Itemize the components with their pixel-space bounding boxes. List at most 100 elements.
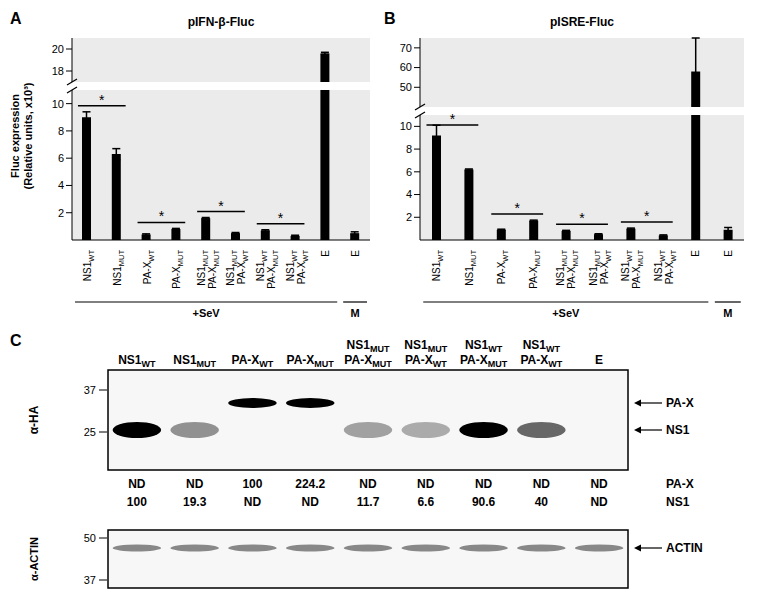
svg-text:*: * (159, 208, 165, 224)
svg-text:*: * (514, 200, 520, 216)
svg-text:pISRE-Fluc: pISRE-Fluc (550, 15, 614, 29)
svg-text:19.3: 19.3 (183, 495, 207, 509)
svg-text:NS1WT: NS1WT (523, 338, 561, 354)
svg-text:10: 10 (400, 120, 412, 132)
svg-text:ND: ND (533, 477, 551, 491)
svg-text:PA-XMUT: PA-XMUT (528, 250, 542, 289)
svg-text:6.6: 6.6 (417, 495, 434, 509)
svg-text:PA-XWT: PA-XWT (142, 250, 156, 285)
svg-text:+SeV: +SeV (552, 307, 580, 319)
svg-text:PA-XMUT: PA-XMUT (207, 250, 221, 289)
svg-text:A: A (10, 10, 22, 27)
html-text:NS1: NS1 (255, 261, 267, 282)
svg-text:100: 100 (242, 477, 262, 491)
svg-text:E: E (690, 250, 701, 257)
svg-text:M: M (723, 307, 732, 319)
svg-text:2: 2 (58, 207, 64, 219)
html-text:NS1: NS1 (555, 266, 567, 286)
svg-text:100: 100 (127, 495, 147, 509)
svg-text:*: * (278, 210, 284, 226)
svg-text:PA-XMUT: PA-XMUT (266, 250, 280, 289)
svg-text:NS1MUT: NS1MUT (347, 338, 390, 354)
svg-text:Fluc expression: Fluc expression (9, 94, 21, 178)
svg-text:NS1: NS1 (666, 495, 690, 509)
svg-text:PA-XMUT: PA-XMUT (460, 353, 508, 369)
svg-text:37: 37 (84, 384, 96, 396)
svg-text:NS1WT: NS1WT (82, 250, 96, 282)
svg-text:ND: ND (186, 477, 204, 491)
svg-text:PA-X: PA-X (666, 396, 694, 410)
svg-text:ND: ND (475, 477, 493, 491)
svg-text:11.7: 11.7 (357, 495, 380, 509)
svg-text:pIFN-β-Fluc: pIFN-β-Fluc (188, 15, 255, 29)
svg-text:E: E (350, 250, 361, 257)
svg-text:ND: ND (417, 477, 435, 491)
svg-text:*: * (579, 210, 585, 226)
svg-text:*: * (218, 198, 224, 214)
svg-text:PA-XWT: PA-XWT (232, 353, 274, 369)
svg-text:ND: ND (590, 477, 608, 491)
svg-text:PA-XWT: PA-XWT (405, 353, 447, 369)
svg-text:25: 25 (84, 426, 96, 438)
svg-text:ND: ND (244, 495, 262, 509)
svg-text:NS1MUT: NS1MUT (173, 353, 216, 369)
svg-text:PA-XMUT: PA-XMUT (631, 250, 645, 289)
svg-text:α-ACTIN: α-ACTIN (28, 537, 40, 581)
svg-text:PA-XWT: PA-XWT (664, 250, 678, 285)
svg-text:NS1: NS1 (666, 423, 690, 437)
svg-text:E: E (595, 353, 603, 367)
svg-text:90.6: 90.6 (472, 495, 496, 509)
svg-text:6: 6 (58, 152, 64, 164)
svg-text:37: 37 (84, 574, 96, 586)
svg-text:60: 60 (400, 61, 412, 73)
svg-text:PA-X: PA-X (666, 477, 694, 491)
svg-text:8: 8 (406, 143, 412, 155)
svg-text:PA-XWT: PA-XWT (496, 250, 510, 285)
svg-text:PA-XWT: PA-XWT (236, 250, 250, 285)
svg-text:PA-XMUT: PA-XMUT (344, 353, 392, 369)
svg-text:NS1WT: NS1WT (118, 353, 156, 369)
svg-text:4: 4 (58, 179, 64, 191)
svg-text:(Relative units, x10³): (Relative units, x10³) (22, 82, 34, 189)
svg-text:PA-XWT: PA-XWT (296, 250, 310, 285)
svg-text:*: * (99, 92, 105, 108)
svg-text:M: M (351, 307, 360, 319)
svg-text:E: E (723, 250, 734, 257)
svg-text:PA-XMUT: PA-XMUT (171, 250, 185, 289)
svg-text:40: 40 (535, 495, 549, 509)
svg-text:ACTIN: ACTIN (666, 541, 703, 555)
svg-text:50: 50 (400, 81, 412, 93)
svg-text:*: * (450, 111, 456, 127)
svg-text:E: E (320, 250, 331, 257)
svg-text:PA-XMUT: PA-XMUT (566, 250, 580, 289)
svg-text:NS1MUT: NS1MUT (112, 250, 126, 286)
svg-text:C: C (10, 332, 22, 349)
svg-text:B: B (384, 10, 396, 27)
svg-text:PA-XWT: PA-XWT (599, 250, 613, 285)
svg-text:+SeV: +SeV (192, 307, 220, 319)
svg-text:8: 8 (58, 125, 64, 137)
svg-text:10: 10 (52, 98, 64, 110)
svg-text:ND: ND (359, 477, 377, 491)
svg-text:70: 70 (400, 42, 412, 54)
svg-text:*: * (644, 208, 650, 224)
svg-text:2: 2 (406, 211, 412, 223)
svg-text:224.2: 224.2 (295, 477, 325, 491)
svg-text:ND: ND (302, 495, 320, 509)
svg-text:NS1WT: NS1WT (465, 338, 503, 354)
svg-text:6: 6 (406, 166, 412, 178)
svg-text:18: 18 (52, 65, 64, 77)
svg-text:4: 4 (406, 188, 412, 200)
svg-text:NS1MUT: NS1MUT (464, 250, 478, 286)
svg-text:50: 50 (84, 532, 96, 544)
svg-text:α-HA: α-HA (27, 405, 41, 434)
svg-text:PA-XWT: PA-XWT (520, 353, 562, 369)
svg-text:ND: ND (590, 495, 608, 509)
html-text:NS1: NS1 (195, 266, 207, 286)
svg-text:PA-XMUT: PA-XMUT (287, 353, 335, 369)
svg-text:NS1MUT: NS1MUT (404, 338, 447, 354)
svg-text:20: 20 (52, 43, 64, 55)
svg-text:ND: ND (128, 477, 146, 491)
svg-text:NS1WT: NS1WT (431, 250, 445, 282)
html-text:NS1: NS1 (225, 266, 237, 286)
